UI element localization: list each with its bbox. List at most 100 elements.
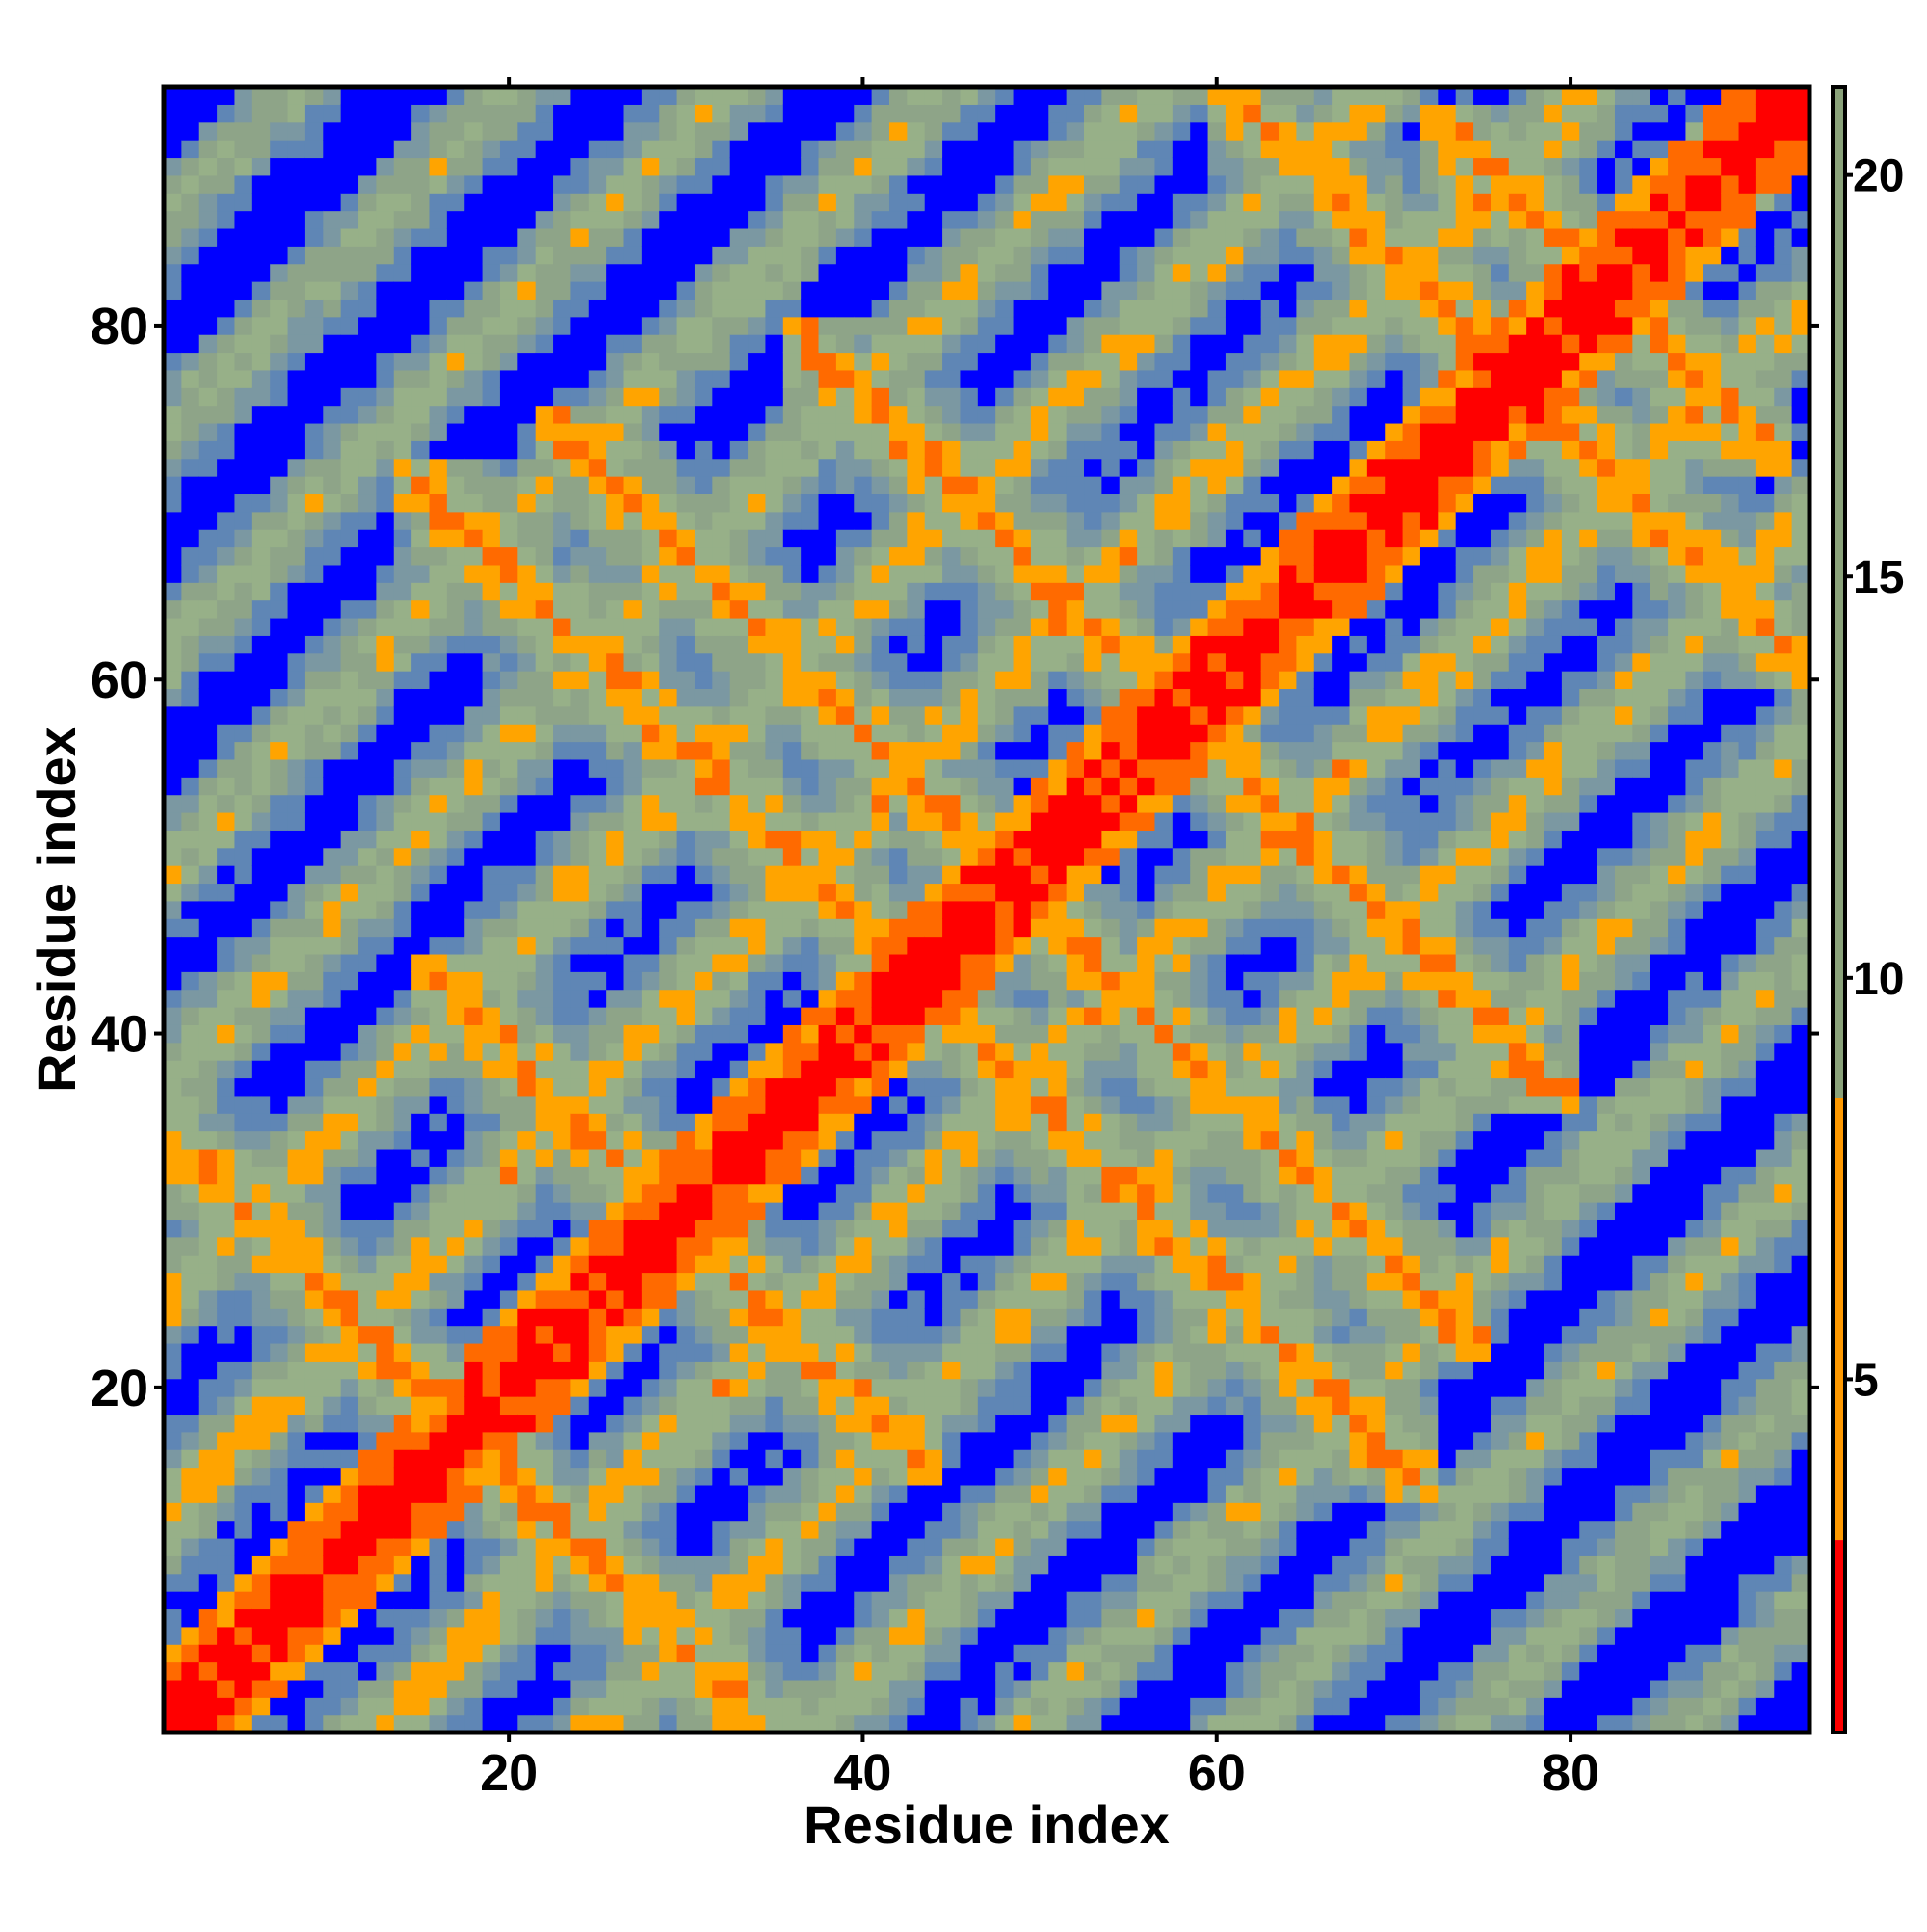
heatmap-cell	[712, 87, 731, 105]
heatmap-cell	[712, 299, 731, 318]
heatmap-cell	[393, 989, 412, 1008]
heatmap-cell	[1048, 1608, 1068, 1628]
heatmap-cell	[482, 1272, 501, 1291]
heatmap-cell	[393, 1042, 412, 1061]
heatmap-cell	[1013, 847, 1032, 866]
heatmap-cell	[765, 1626, 784, 1645]
heatmap-cell	[694, 883, 713, 902]
heatmap-cell	[358, 458, 377, 477]
heatmap-cell	[287, 1679, 306, 1698]
heatmap-cell	[340, 493, 359, 513]
heatmap-cell	[181, 476, 200, 495]
heatmap-cell	[270, 1202, 289, 1220]
heatmap-cell	[782, 1431, 802, 1450]
heatmap-cell	[623, 777, 643, 796]
heatmap-cell	[181, 1644, 200, 1663]
heatmap-cell	[748, 635, 767, 654]
heatmap-cell	[729, 1644, 749, 1663]
heatmap-cell	[429, 1325, 448, 1344]
heatmap-cell	[977, 953, 996, 972]
heatmap-cell	[588, 1202, 607, 1220]
heatmap-cell	[1066, 1342, 1085, 1362]
heatmap-cell	[659, 1095, 678, 1114]
heatmap-cell	[942, 246, 962, 265]
heatmap-cell	[287, 1697, 306, 1716]
heatmap-cell	[888, 1484, 908, 1503]
heatmap-cell	[801, 1095, 820, 1114]
heatmap-cell	[198, 1467, 218, 1486]
heatmap-cell	[818, 493, 837, 513]
heatmap-cell	[977, 1148, 996, 1167]
heatmap-cell	[623, 1183, 643, 1203]
heatmap-cell	[712, 1095, 731, 1114]
heatmap-cell	[287, 246, 306, 265]
heatmap-cell	[376, 1113, 395, 1132]
heatmap-cell	[464, 1148, 484, 1167]
heatmap-cell	[217, 1289, 236, 1309]
heatmap-cell	[712, 688, 731, 707]
heatmap-cell	[499, 1520, 518, 1539]
heatmap-cell	[287, 193, 306, 212]
heatmap-cell	[960, 1130, 979, 1150]
heatmap-cell	[340, 1202, 359, 1220]
heatmap-cell	[287, 1573, 306, 1592]
heatmap-cell	[181, 440, 200, 460]
heatmap-cell	[1101, 1130, 1121, 1150]
heatmap-cell	[251, 971, 271, 991]
heatmap-cell	[676, 1042, 696, 1061]
heatmap-cell	[411, 193, 431, 212]
heatmap-cell	[942, 811, 962, 831]
heatmap-cell	[553, 316, 572, 335]
heatmap-cell	[535, 1325, 554, 1344]
heatmap-cell	[924, 1679, 943, 1698]
heatmap-cell	[641, 87, 660, 105]
heatmap-cell	[942, 546, 962, 566]
heatmap-cell	[1030, 458, 1049, 477]
heatmap-cell	[499, 1414, 518, 1433]
heatmap-cell	[181, 1289, 200, 1309]
heatmap-cell	[765, 1591, 784, 1610]
heatmap-cell	[623, 121, 643, 141]
heatmap-cell	[482, 104, 501, 123]
heatmap-cell	[482, 953, 501, 972]
heatmap-cell	[765, 811, 784, 831]
heatmap-cell	[871, 777, 890, 796]
heatmap-cell	[270, 865, 289, 885]
heatmap-cell	[888, 1095, 908, 1114]
heatmap-cell	[323, 387, 342, 407]
heatmap-cell	[234, 440, 253, 460]
heatmap-cell	[1066, 1378, 1085, 1397]
heatmap-cell	[570, 476, 590, 495]
heatmap-cell	[888, 1113, 908, 1132]
heatmap-cell	[217, 1714, 236, 1734]
heatmap-cell	[234, 529, 253, 548]
heatmap-cell	[198, 1591, 218, 1610]
heatmap-cell	[782, 671, 802, 690]
heatmap-cell	[411, 1431, 431, 1450]
heatmap-cell	[287, 87, 306, 105]
heatmap-cell	[1048, 1414, 1068, 1433]
heatmap-cell	[623, 1537, 643, 1556]
heatmap-cell	[429, 671, 448, 690]
heatmap-cell	[181, 104, 200, 123]
heatmap-cell	[641, 369, 660, 388]
heatmap-cell	[535, 369, 554, 388]
heatmap-cell	[623, 617, 643, 636]
heatmap-cell	[765, 334, 784, 354]
heatmap-cell	[729, 140, 749, 159]
heatmap-cell	[748, 777, 767, 796]
heatmap-cell	[358, 865, 377, 885]
heatmap-cell	[570, 971, 590, 991]
heatmap-cell	[801, 936, 820, 955]
heatmap-cell	[818, 705, 837, 725]
heatmap-cell	[464, 1679, 484, 1698]
heatmap-cell	[517, 1555, 537, 1575]
heatmap-cell	[393, 1626, 412, 1645]
heatmap-cell	[871, 599, 890, 619]
heatmap-cell	[570, 1714, 590, 1734]
heatmap-cell	[1084, 847, 1102, 866]
heatmap-cell	[641, 1679, 660, 1698]
heatmap-cell	[164, 883, 182, 902]
heatmap-cell	[588, 758, 607, 778]
heatmap-cell	[782, 511, 802, 530]
